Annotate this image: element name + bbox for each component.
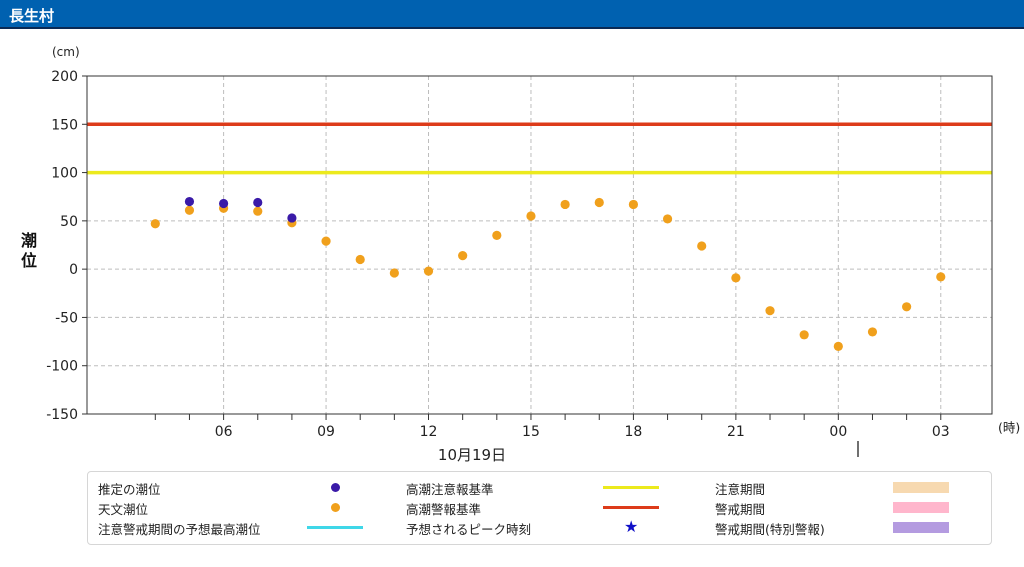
y-tick-label: 200 <box>51 69 78 85</box>
legend-line-marker <box>307 526 363 529</box>
data-point <box>492 230 502 240</box>
data-point <box>799 330 809 340</box>
legend-item-label: 高潮警報基準 <box>406 502 482 517</box>
chart-grid <box>87 75 992 415</box>
data-point <box>902 302 912 312</box>
y-tick-label: -50 <box>55 310 78 326</box>
data-point <box>867 327 878 337</box>
data-point <box>765 306 775 316</box>
legend-item-label: 天文潮位 <box>98 502 149 517</box>
data-point <box>219 198 229 209</box>
data-point <box>150 219 160 229</box>
legend-item-label: 推定の潮位 <box>98 482 161 497</box>
data-point <box>184 196 195 207</box>
y-axis-label: 潮 <box>21 231 37 250</box>
data-point <box>355 254 365 265</box>
page-header: 長生村 <box>0 0 1024 29</box>
x-tick-label: 06 <box>215 424 233 440</box>
x-unit-label: (時) <box>998 420 1020 435</box>
legend-item-label: 警戒期間 <box>715 502 766 517</box>
data-point <box>423 266 434 276</box>
legend-line-marker <box>603 486 659 489</box>
legend-dot-marker <box>331 503 340 512</box>
data-point <box>458 251 468 261</box>
page-title: 長生村 <box>9 7 55 25</box>
data-point <box>697 241 707 251</box>
x-tick-label: 03 <box>932 424 950 440</box>
y-unit-label: (cm) <box>52 45 80 59</box>
data-point <box>184 205 195 215</box>
data-point <box>594 197 604 208</box>
legend-item-label: 注意警戒期間の予想最高潮位 <box>98 522 261 537</box>
y-tick-label: -100 <box>46 359 78 375</box>
legend-item-label: 予想されるピーク時刻 <box>406 522 532 537</box>
data-point <box>628 199 639 210</box>
data-point <box>253 206 263 216</box>
legend-item-label: 警戒期間(特別警報) <box>715 522 825 537</box>
date-label: 10月19日 <box>438 446 506 464</box>
data-point <box>287 213 297 223</box>
data-point <box>321 236 331 246</box>
data-point <box>389 268 399 278</box>
legend-item-label: 高潮注意報基準 <box>406 482 494 497</box>
x-tick-label: 09 <box>317 424 335 440</box>
chart-legend: 推定の潮位 高潮注意報基準 注意期間天文潮位 高潮警報基準 警戒期間注意警戒期間の予想最… <box>87 471 992 545</box>
data-point <box>662 214 673 224</box>
y-tick-label: 0 <box>69 262 78 278</box>
data-point <box>526 211 536 221</box>
y-tick-label: 150 <box>51 117 78 133</box>
x-tick-label: 12 <box>420 424 438 440</box>
data-point <box>731 273 741 283</box>
legend-swatch <box>893 502 949 513</box>
x-axis: 06 09 12 15 18 21 00 03 <box>154 414 950 440</box>
y-axis-label: 位 <box>21 251 37 270</box>
y-axis: 200 150 100 50 0 -50 -100 -150 潮位 <box>21 69 87 423</box>
plot-frame <box>86 75 993 415</box>
data-point <box>560 199 570 210</box>
data-points <box>150 196 946 351</box>
tide-chart: 200 150 100 50 0 -50 -100 -150 潮位 06 09 12 15 18 21 00… <box>21 45 1020 464</box>
legend-line-marker <box>603 506 659 509</box>
legend-swatch <box>893 482 949 493</box>
star-icon: ★ <box>624 517 639 536</box>
threshold-lines <box>87 122 992 175</box>
data-point <box>833 341 843 351</box>
x-tick-label: 21 <box>727 424 745 440</box>
legend-dot-marker <box>331 483 340 492</box>
data-point <box>936 272 946 282</box>
legend-item-label: 注意期間 <box>715 482 766 497</box>
data-point <box>253 197 263 208</box>
x-tick-label: 00 <box>829 424 847 440</box>
x-tick-label: 15 <box>522 424 540 440</box>
y-tick-label: 50 <box>60 214 78 230</box>
legend-swatch <box>893 522 949 533</box>
y-tick-label: -150 <box>46 407 78 423</box>
x-tick-label: 18 <box>625 424 643 440</box>
y-tick-label: 100 <box>51 166 78 182</box>
